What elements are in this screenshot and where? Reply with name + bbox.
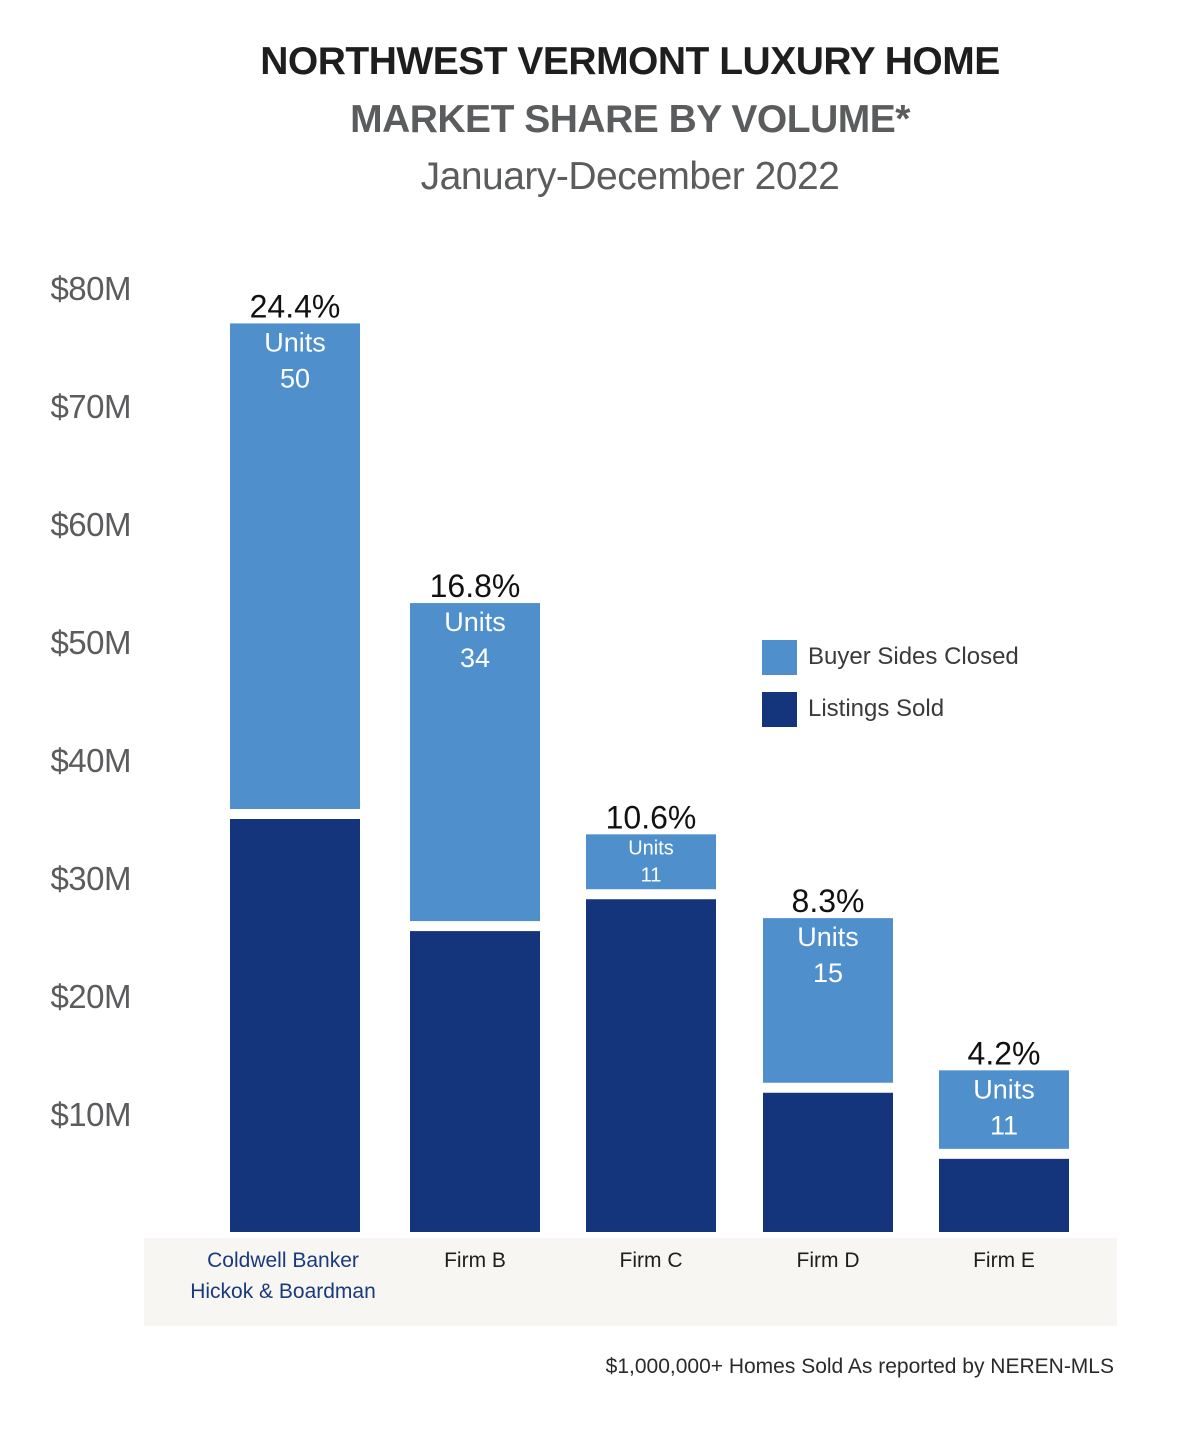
footnote: $1,000,000+ Homes Sold As reported by NE… — [605, 1355, 1114, 1378]
y-tick-label: $10M — [50, 1096, 131, 1133]
units-label: Units — [444, 607, 506, 637]
share-label: 24.4% — [250, 288, 341, 324]
bar-listings-sold — [939, 1158, 1069, 1232]
bar-listings-sold — [586, 899, 716, 1232]
share-label: 16.8% — [430, 568, 521, 604]
y-tick-label: $60M — [50, 506, 131, 543]
share-label: 8.3% — [792, 883, 865, 919]
bar-listings-sold — [763, 1092, 893, 1232]
bar-buyer-sides-closed — [230, 323, 360, 809]
y-tick-label: $70M — [50, 388, 131, 425]
units-label: Units — [264, 327, 326, 357]
bar-series: 24.4%Units5016.8%Units3410.6%Units118.3%… — [230, 288, 1069, 1232]
category-label: Firm C — [620, 1249, 683, 1272]
units-label: Units — [628, 837, 674, 859]
y-tick-label: $20M — [50, 978, 131, 1015]
y-axis: $10M $20M $30M $40M $50M $60M $70M $80M — [50, 270, 131, 1133]
bar-listings-sold — [410, 931, 540, 1232]
chart-subtitle: MARKET SHARE BY VOLUME* — [350, 98, 910, 141]
units-value: 34 — [460, 643, 490, 673]
units-value: 50 — [280, 363, 310, 393]
legend-swatch-listings-sold — [762, 692, 797, 727]
chart-title: NORTHWEST VERMONT LUXURY HOME — [260, 40, 1000, 83]
units-value: 11 — [990, 1110, 1018, 1140]
legend-label-listings-sold: Listings Sold — [808, 695, 944, 722]
units-label: Units — [973, 1074, 1035, 1104]
units-label: Units — [797, 922, 859, 952]
units-value: 15 — [813, 958, 843, 988]
bar-listings-sold — [230, 819, 360, 1232]
chart-period: January-December 2022 — [420, 155, 840, 198]
bar-buyer-sides-closed — [586, 834, 716, 890]
legend: Buyer Sides Closed Listings Sold — [762, 640, 1019, 727]
bar-buyer-sides-closed — [410, 603, 540, 922]
share-label: 4.2% — [968, 1035, 1041, 1071]
category-band — [144, 1238, 1117, 1326]
y-tick-label: $30M — [50, 860, 131, 897]
category-label: Firm D — [797, 1249, 860, 1272]
share-label: 10.6% — [606, 799, 697, 835]
bar-buyer-sides-closed — [939, 1070, 1069, 1149]
category-label: Firm B — [444, 1249, 506, 1272]
x-axis: Coldwell Banker Hickok & Boardman Firm B Fi… — [190, 1249, 1035, 1303]
legend-swatch-buyer-sides — [762, 640, 797, 675]
units-value: 11 — [641, 864, 662, 886]
category-label: Coldwell Banker Hickok & Boardman — [190, 1249, 376, 1303]
y-tick-label: $40M — [50, 742, 131, 779]
legend-label-buyer-sides: Buyer Sides Closed — [808, 643, 1019, 670]
y-tick-label: $80M — [50, 270, 131, 307]
y-tick-label: $50M — [50, 624, 131, 661]
bar-buyer-sides-closed — [763, 918, 893, 1083]
category-label: Firm E — [973, 1249, 1035, 1272]
